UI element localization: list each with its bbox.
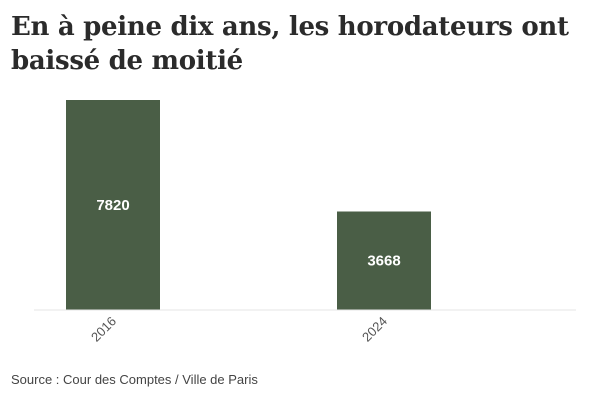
x-tick-label-2016: 2016 <box>88 314 119 345</box>
bar-value-label-2024: 3668 <box>367 253 400 270</box>
x-axis-ticks: 2016 2024 <box>88 314 390 345</box>
bar-2024 <box>337 211 431 310</box>
bar-value-label-2016: 7820 <box>96 197 129 214</box>
source-note: Source : Cour des Comptes / Ville de Par… <box>11 372 258 387</box>
chart-title: En à peine dix ans, les horodateurs ont … <box>11 12 569 76</box>
bar-2016 <box>66 100 160 310</box>
x-tick-label-2024: 2024 <box>359 314 390 345</box>
bars-group: 7820 3668 <box>66 100 431 310</box>
